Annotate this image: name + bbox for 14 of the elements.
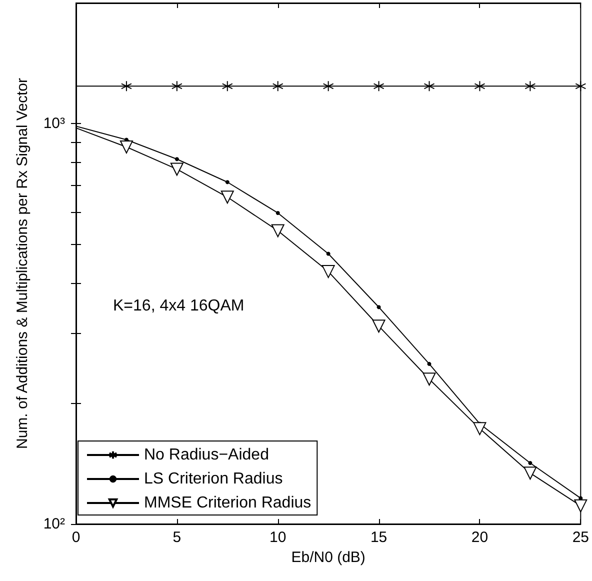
annotation: K=16, 4x4 16QAM [113, 298, 244, 314]
x-tick-label: 0 [72, 529, 80, 546]
y-tick-label: 10² [43, 516, 65, 532]
legend-label: MMSE Criterion Radius [144, 494, 312, 512]
legend-label: No Radius−Aided [144, 446, 269, 464]
x-tick-label: 10 [270, 529, 286, 546]
legend-label: LS Criterion Radius [144, 470, 283, 488]
x-tick-label: 5 [172, 529, 182, 546]
x-axis-title: Eb/N0 (dB) [291, 549, 366, 566]
x-tick-label: 15 [370, 529, 388, 546]
x-tick-label: 25 [572, 529, 589, 546]
y-axis-title: Num. of Additions & Multiplications per Rx Signal Vector [14, 78, 31, 450]
x-tick-label: 20 [471, 529, 488, 546]
y-tick-label: 10³ [43, 115, 65, 132]
